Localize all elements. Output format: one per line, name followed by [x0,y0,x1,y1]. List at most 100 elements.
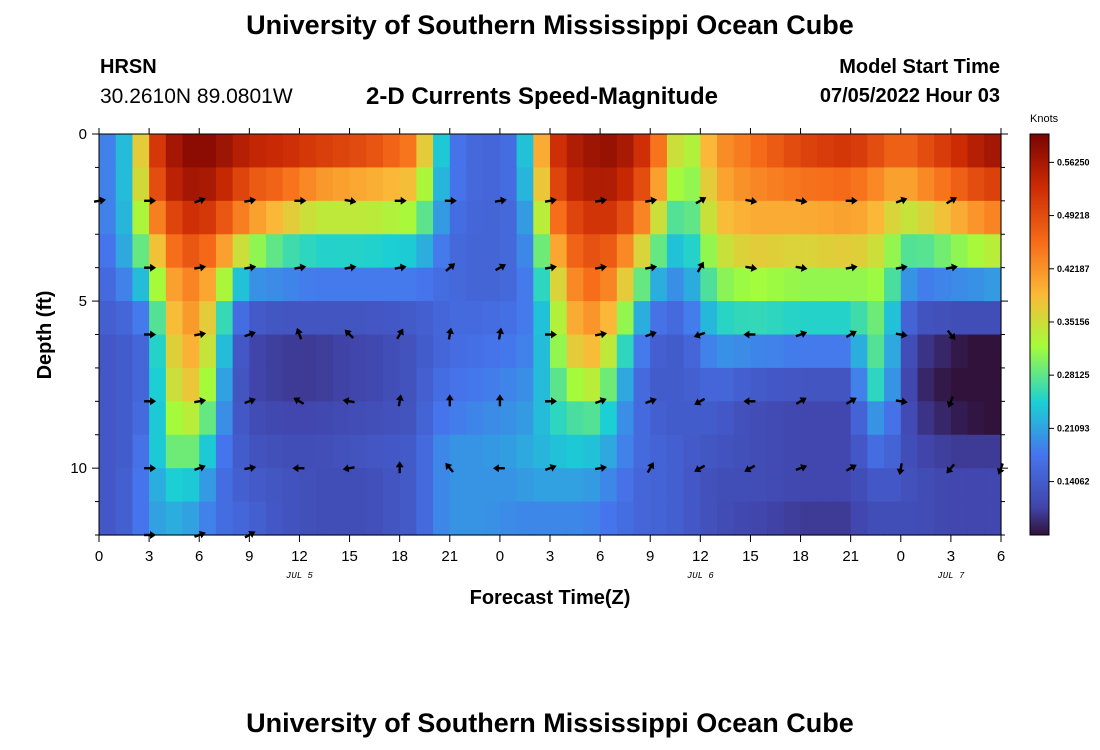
heatmap-cell [115,267,133,302]
heatmap-cell [917,367,935,402]
heatmap-cell [917,200,935,235]
heatmap-cell [316,200,334,235]
heatmap-cell [950,134,969,169]
current-arrow [795,397,807,405]
heatmap-cell [165,301,184,336]
heatmap-cell [149,134,167,169]
heatmap-cell [349,234,367,269]
current-arrow [395,394,404,407]
heatmap-cell [717,267,735,302]
x-tick-label: 0 [95,548,103,565]
heatmap-cell [867,468,885,503]
heatmap-cell [349,367,367,402]
heatmap-cell [666,367,685,402]
current-arrow [594,330,607,339]
heatmap-cell [934,434,952,469]
heatmap-cell [783,267,802,302]
heatmap-cell [516,200,534,235]
heatmap-cell [99,200,117,235]
heatmap-cell [416,501,434,536]
heatmap-cell [366,367,384,402]
heatmap-cell [633,334,651,369]
x-axis-label: Forecast Time(Z) [470,587,631,609]
heatmap-cell [683,468,701,503]
heatmap-cell [115,501,133,536]
current-arrow [292,464,305,473]
heatmap-cell [767,134,785,169]
x-tick-label: 6 [997,548,1005,565]
current-arrow [845,464,857,472]
heatmap-cell [950,200,969,235]
x-tick-label: 15 [341,548,358,565]
heatmap-cell [449,167,468,202]
heatmap-cell [850,134,868,169]
heatmap-cell [266,334,284,369]
current-arrow [946,396,955,408]
heatmap-cell [833,501,852,536]
heatmap-cell [550,167,568,202]
current-arrow [244,263,257,272]
heatmap-cell [867,134,885,169]
heatmap-cell [466,167,484,202]
heatmap-cell [717,334,735,369]
heatmap-cell [884,200,902,235]
current-arrow [194,196,206,205]
current-arrow [446,327,454,340]
heatmap-cell [867,334,885,369]
heatmap-cell [950,167,969,202]
current-arrow [594,464,607,472]
heatmap-cell [199,200,217,235]
heatmap-cell [550,468,568,503]
current-arrow [492,464,505,473]
current-arrow [845,263,858,272]
heatmap-cell [950,301,969,336]
heatmap-cell [483,134,501,169]
heatmap-cell [249,434,267,469]
heatmap-cell [533,434,551,469]
heatmap-cell [566,367,584,402]
current-arrow [696,261,705,273]
heatmap-cell [466,234,484,269]
date-label: JUL 5 [286,571,314,581]
heatmap-cell [616,267,635,302]
heatmap-cell [783,468,802,503]
axes: 0 3 6 9 12 15 18 21 0 3 6 9 12 15 18 21 0 3 6 JUL 5 JUL 6 JUL… [70,126,1008,581]
heatmap-cell [583,301,601,336]
heatmap-cell [717,468,735,503]
heatmap-cell [733,267,752,302]
heatmap-cell [332,167,351,202]
heatmap-cell [666,267,685,302]
heatmap-cell [683,301,701,336]
heatmap-cell [282,334,301,369]
heatmap-cell [199,134,217,169]
current-arrow [594,196,607,205]
heatmap-cell [900,200,919,235]
current-arrow [795,330,808,338]
heatmap-cell [382,301,401,336]
heatmap-cell [750,367,768,402]
heatmap-cell [449,501,468,536]
heatmap-cell [666,468,685,503]
heatmap-cell [149,501,167,536]
heatmap-cell [800,267,818,302]
heatmap-cell [917,334,935,369]
heatmap-cell [550,200,568,235]
heatmap-cell [316,501,334,536]
heatmap-cell [199,301,217,336]
heatmap-cell [416,468,434,503]
heatmap-cell [499,234,518,269]
heatmap-cell [733,501,752,536]
heatmap-cell [316,167,334,202]
heatmap-cell [483,468,501,503]
heatmap-cell [299,401,317,436]
heatmap-cell [683,401,701,436]
heatmap-cell [182,267,200,302]
heatmap-cell [366,234,384,269]
heatmap-cell [934,134,952,169]
heatmap-cell [666,234,685,269]
current-arrow [293,397,305,405]
heatmap-cell [650,468,668,503]
heatmap-cell [249,134,267,169]
heatmap-cell [900,234,919,269]
heatmap-cell [884,367,902,402]
